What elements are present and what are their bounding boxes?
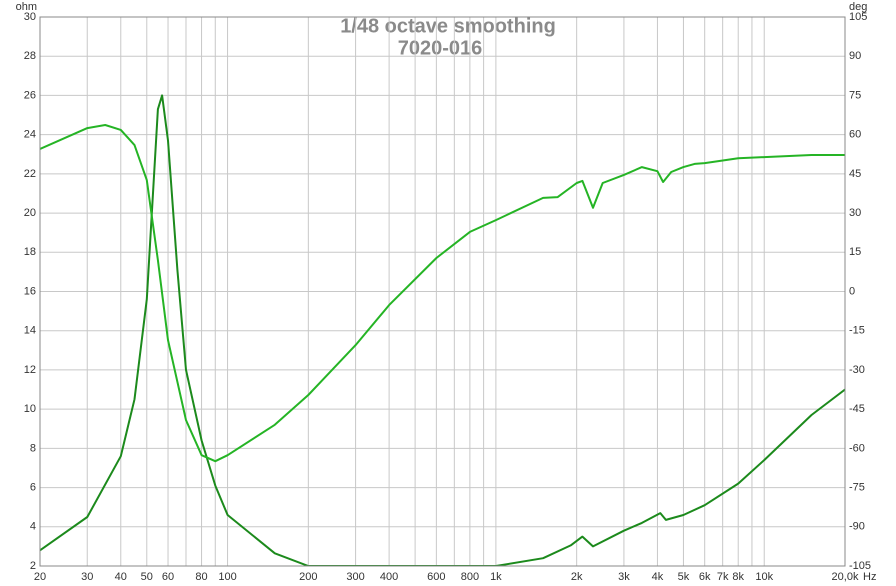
chart-title: 1/48 octave smoothing	[340, 15, 556, 37]
y-tick-label: 14	[24, 325, 36, 337]
y-tick-label: 24	[24, 129, 36, 141]
y2-tick-label: -75	[849, 481, 865, 493]
plot-frame	[39, 16, 846, 567]
x-tick-label: 30	[81, 571, 93, 583]
x-tick-label: 4k	[652, 571, 664, 583]
x-tick-label: 50	[141, 571, 153, 583]
x-tick-label: 2k	[571, 571, 583, 583]
x-tick-label: 20	[34, 571, 46, 583]
y-tick-label: 10	[24, 403, 36, 415]
x-tick-label: 60	[162, 571, 174, 583]
series-line	[40, 124, 845, 463]
x-tick-label: 800	[461, 571, 479, 583]
x-tick-label: 6k	[699, 571, 711, 583]
x-tick-label: 1k	[490, 571, 502, 583]
y2-tick-label: -45	[849, 403, 865, 415]
y-tick-label: 6	[30, 481, 36, 493]
x-tick-label: 5k	[678, 571, 690, 583]
x-tick-label: 40	[115, 571, 127, 583]
y2-tick-label: 45	[849, 168, 861, 180]
y2-tick-label: -30	[849, 364, 865, 376]
x-tick-label: 3k	[618, 571, 630, 583]
y2-tick-label: 15	[849, 246, 861, 258]
y2-tick-label: 60	[849, 129, 861, 141]
y-tick-label: 16	[24, 285, 36, 297]
x-tick-label: 100	[218, 571, 236, 583]
x-tick-label: 80	[195, 571, 207, 583]
y-tick-label: 2	[30, 560, 36, 572]
x-tick-label: 400	[380, 571, 398, 583]
y-tick-label: 22	[24, 168, 36, 180]
x-tick-label: 8k	[732, 571, 744, 583]
y2-tick-label: 105	[849, 11, 867, 23]
y-unit: ohm	[16, 1, 37, 13]
y2-tick-label: -60	[849, 442, 865, 454]
y-tick-label: 18	[24, 246, 36, 258]
y2-tick-label: -15	[849, 325, 865, 337]
x-tick-label: 7k	[717, 571, 729, 583]
x-tick-label: 300	[346, 571, 364, 583]
y2-tick-label: 0	[849, 285, 855, 297]
x-tick-label: 200	[299, 571, 317, 583]
y-tick-label: 26	[24, 89, 36, 101]
series-line	[40, 94, 845, 566]
y2-unit: deg	[849, 1, 867, 13]
x-tick-label: 600	[427, 571, 445, 583]
plot	[40, 94, 845, 566]
y2-tick-label: 30	[849, 207, 861, 219]
x-tick-label: 20,0k	[832, 571, 859, 583]
x-tick-label: 10k	[755, 571, 773, 583]
y-tick-label: 28	[24, 50, 36, 62]
y2-tick-label: 75	[849, 89, 861, 101]
x-unit: Hz	[863, 571, 876, 583]
y-tick-label: 20	[24, 207, 36, 219]
y-tick-label: 30	[24, 11, 36, 23]
y-tick-label: 12	[24, 364, 36, 376]
y-tick-label: 8	[30, 442, 36, 454]
y2-tick-label: -105	[849, 560, 871, 572]
y2-tick-label: -90	[849, 521, 865, 533]
chart-subtitle: 7020-016	[398, 37, 483, 59]
y2-tick-label: 90	[849, 50, 861, 62]
y-tick-label: 4	[30, 521, 36, 533]
